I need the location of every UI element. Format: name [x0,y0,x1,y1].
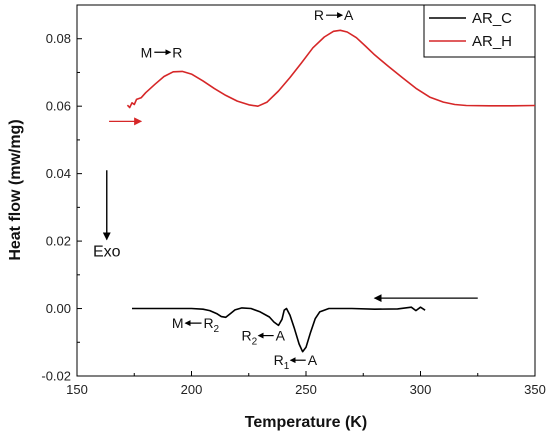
annotation-m-r2-from: R [204,315,214,331]
legend-box [423,4,536,58]
y-axis-title: Heat flow (mw/mg) [7,119,24,260]
y-tick-label: 0.00 [46,301,71,316]
annotation-r2-a-from: A [276,328,286,344]
annotation-m-r2-to: M [172,315,184,331]
annotation-r1-a-from: A [308,352,318,368]
x-tick-label: 150 [66,382,88,397]
annotation-m-r-from: M [141,44,153,60]
x-axis-ticks: 150 200 250 300 350 [66,371,546,397]
annotation-r1-a-to-sub: 1 [284,361,290,372]
annotation-r1-a-to: R [274,352,284,368]
y-tick-label: 0.08 [46,31,71,46]
legend-label-ar-c: AR_C [472,10,512,27]
annotation-r-a-from: R [314,7,324,23]
series-layer [126,29,536,353]
annotation-r2-a-to: R [242,328,252,344]
series-line-ar-h [126,29,536,109]
annotation-m-r2-from-sub: 2 [214,324,220,335]
series-line-ar-c [132,306,426,353]
x-tick-label: 350 [524,382,546,397]
x-tick-label: 250 [295,382,317,397]
y-tick-label: -0.02 [41,369,71,384]
y-tick-label: 0.02 [46,234,71,249]
legend: AR_C AR_H [423,4,536,58]
plot-frame [76,4,536,377]
annotation-r2-a-to-sub: 2 [252,337,258,348]
x-axis-title: Temperature (K) [245,414,367,431]
legend-label-ar-h: AR_H [472,33,512,50]
y-axis-ticks: -0.02 0.00 0.02 0.04 0.06 0.08 [41,31,82,384]
x-tick-label: 200 [181,382,203,397]
y-tick-label: 0.06 [46,99,71,114]
y-tick-label: 0.04 [46,166,71,181]
annotation-r-a-to: A [344,7,354,23]
exo-label: Exo [93,243,121,260]
x-tick-label: 300 [410,382,432,397]
annotation-m-r-to: R [172,44,182,60]
